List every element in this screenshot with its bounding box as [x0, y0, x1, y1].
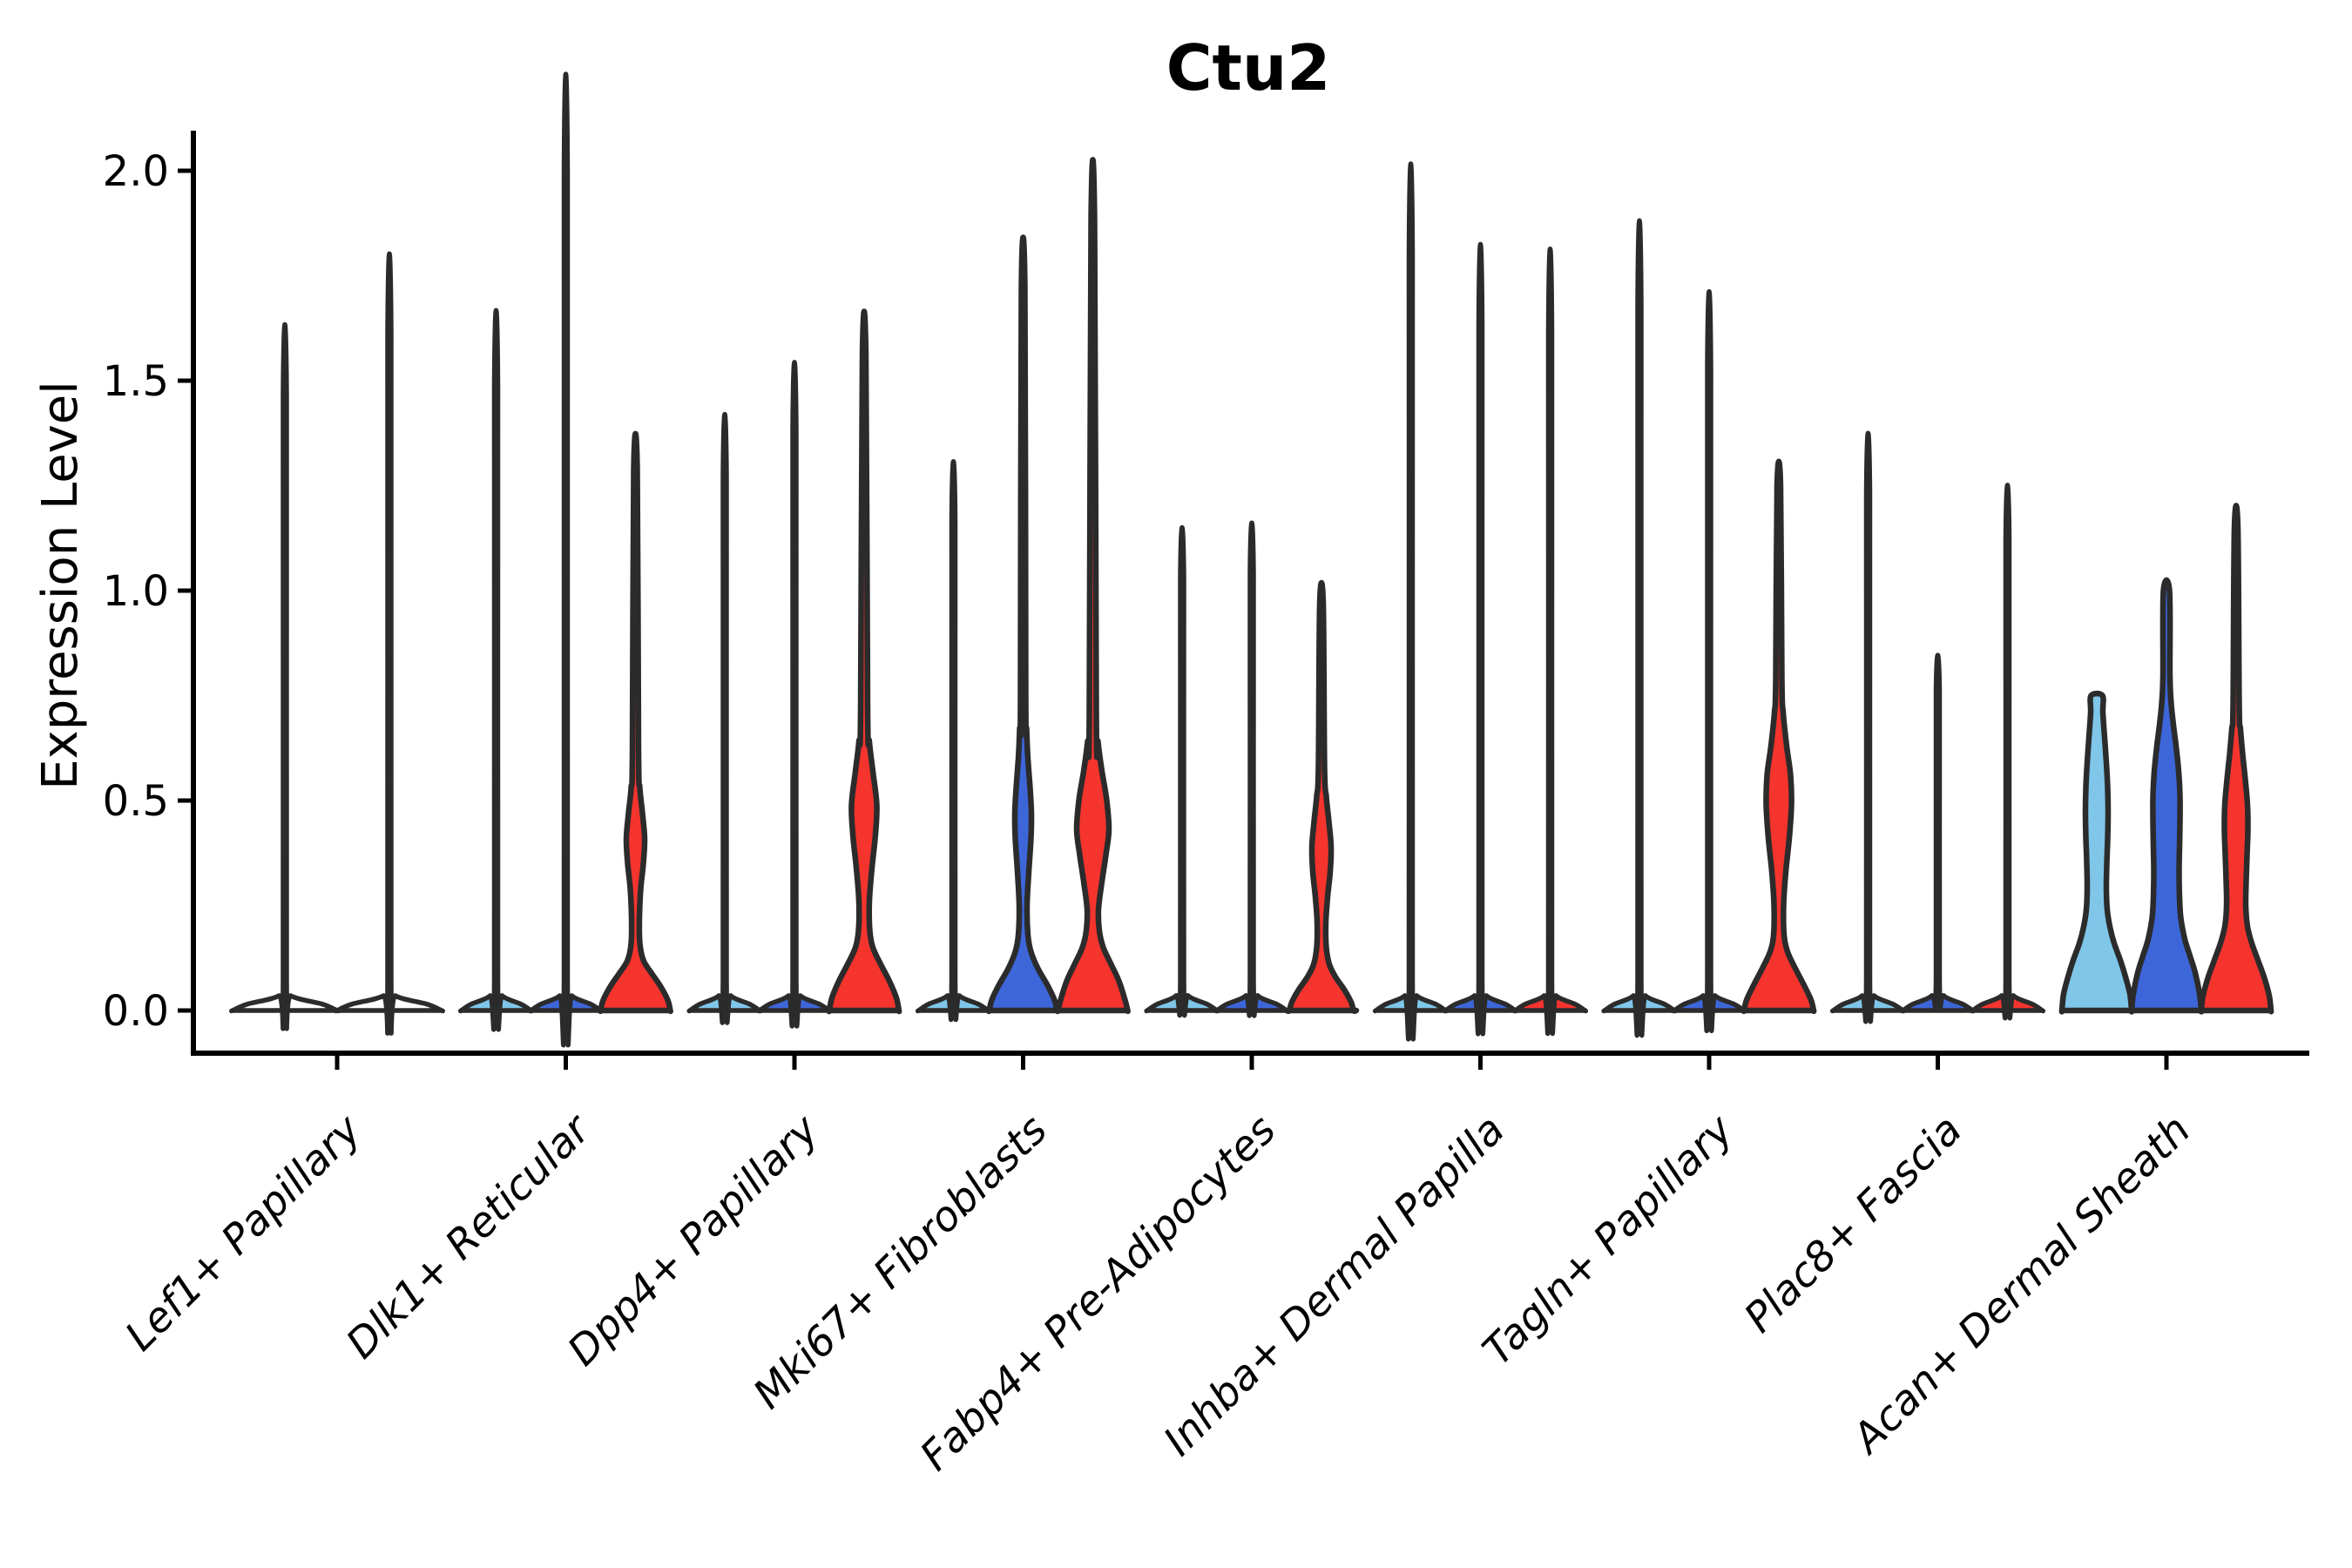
- violin-dpp4-papillary-blue: [756, 360, 833, 1029]
- violin-fabp4-pre-adipocytes-blue: [1213, 520, 1290, 1018]
- x-category-label: Dpp4+ Papillary: [558, 1105, 828, 1375]
- violin-inhba-dermal-papilla-blue: [1442, 241, 1519, 1037]
- y-tick-label: 1.5: [103, 357, 169, 406]
- x-category-label: Dlk1+ Reticular: [337, 1105, 601, 1369]
- chart-title: Ctu2: [1166, 31, 1331, 105]
- x-category-label: Plac8+ Fascia: [1735, 1106, 1971, 1342]
- violin-plac8-fascia-blue: [1899, 652, 1977, 1014]
- y-tick-label: 0.5: [103, 777, 169, 826]
- violin-plac8-fascia-red: [1969, 483, 2046, 1021]
- violin-lef1-papillary-plain: [334, 251, 445, 1036]
- y-axis-label: Expression Level: [32, 381, 89, 790]
- violin-mki67-fibroblasts-red: [1055, 157, 1131, 1015]
- violin-acan-dermal-sheath-light_blue: [2058, 690, 2135, 1015]
- violin-mki67-fibroblasts-blue: [985, 234, 1061, 1015]
- y-tick-label: 1.0: [103, 567, 169, 616]
- violin-tagln-papillary-light_blue: [1601, 218, 1678, 1038]
- violin-inhba-dermal-papilla-red: [1511, 247, 1589, 1037]
- violin-acan-dermal-sheath-red: [2198, 503, 2274, 1015]
- violin-dlk1-reticular-light_blue: [457, 308, 535, 1032]
- violin-dlk1-reticular-blue: [527, 71, 605, 1048]
- x-category-label: Tagln+ Papillary: [1474, 1105, 1744, 1375]
- y-tick-label: 2.0: [103, 147, 169, 196]
- violin-dlk1-reticular-red: [598, 430, 673, 1015]
- violin-fabp4-pre-adipocytes-light_blue: [1144, 525, 1220, 1018]
- y-tick-label: 0.0: [103, 987, 169, 1036]
- violin-plac8-fascia-light_blue: [1829, 430, 1907, 1024]
- violins-layer: [229, 71, 2274, 1048]
- violin-tagln-papillary-red: [1740, 458, 1817, 1015]
- violin-dpp4-papillary-red: [826, 308, 902, 1015]
- violin-fabp4-pre-adipocytes-red: [1283, 579, 1360, 1014]
- x-category-label: Lef1+ Papillary: [116, 1105, 371, 1361]
- violin-lef1-papillary-plain: [229, 321, 341, 1031]
- violin-mki67-fibroblasts-light_blue: [915, 459, 992, 1023]
- violin-dpp4-papillary-light_blue: [686, 411, 763, 1025]
- violin-tagln-papillary-blue: [1671, 288, 1747, 1033]
- violin-inhba-dermal-papilla-light_blue: [1372, 161, 1450, 1042]
- violin-acan-dermal-sheath-blue: [2128, 577, 2205, 1015]
